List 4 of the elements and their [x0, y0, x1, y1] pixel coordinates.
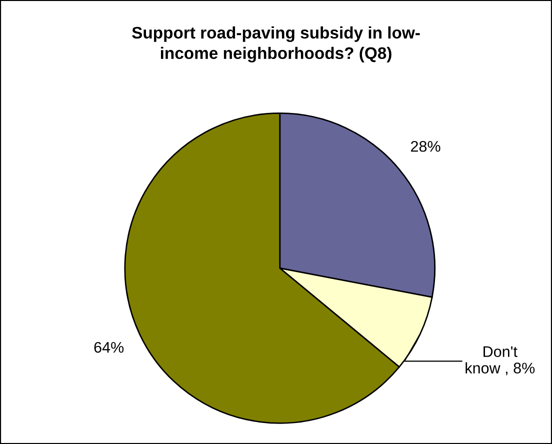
- data-label: 64%: [94, 342, 124, 353]
- data-label: 28%: [411, 140, 440, 152]
- data-label: Don't know , 8%: [466, 346, 535, 376]
- chart-title: Support road-paving subsidy in low- income neighborhoods? (Q8): [132, 26, 420, 62]
